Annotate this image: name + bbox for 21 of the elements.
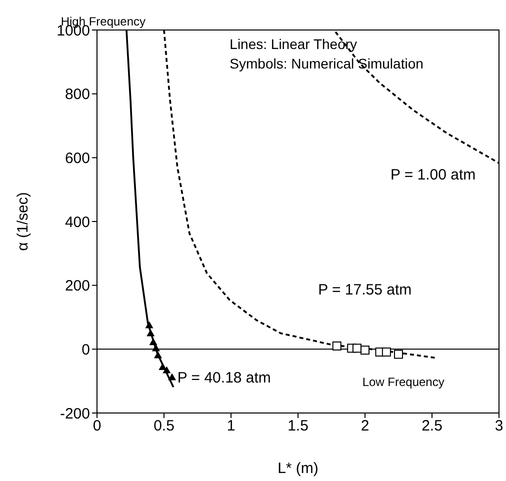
y-tick-label: 400: [64, 214, 90, 231]
text: P = 17.55 atm: [318, 281, 412, 298]
x-tick-label: 1: [226, 418, 236, 435]
series-label: P = 40.18 atm: [177, 369, 271, 386]
x-tick-label: 3: [494, 418, 504, 435]
x-tick-label: 0.5: [154, 418, 174, 435]
x-tick-label: 1.5: [288, 418, 308, 435]
y-axis-title: α (1/sec): [14, 192, 32, 251]
annotation: Symbols: Numerical Simulation: [230, 55, 424, 72]
annotation: Lines: Linear Theory: [230, 36, 358, 52]
annotation: Low Frequency: [362, 375, 444, 390]
y-tick-label: 600: [64, 150, 90, 167]
x-tick-label: 2: [360, 418, 370, 435]
x-tick-label: 0: [92, 418, 102, 435]
x-tick-label: 2.5: [422, 418, 442, 435]
y-tick-label: 800: [64, 86, 90, 104]
y-tick-label: -200: [60, 405, 90, 422]
y-tick-label: 0: [82, 341, 90, 358]
x-axis-title: L* (m): [278, 460, 318, 477]
y-tick-label: 200: [64, 278, 90, 295]
series-label: P = 1.00 atm: [390, 166, 476, 184]
